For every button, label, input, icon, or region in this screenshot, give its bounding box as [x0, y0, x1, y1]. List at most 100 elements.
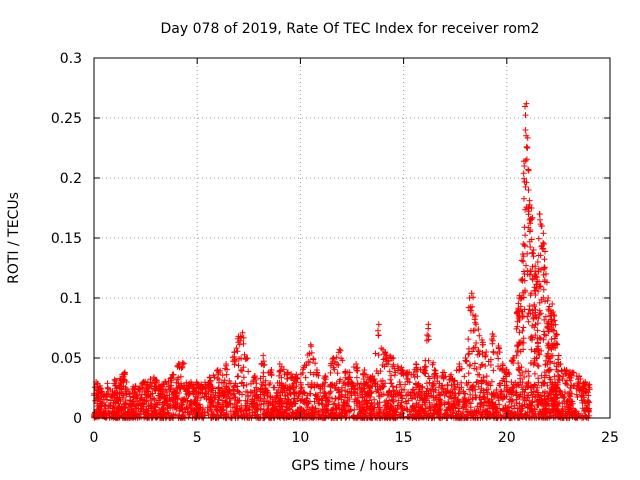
data-point	[449, 409, 456, 416]
data-point	[314, 382, 321, 389]
data-point	[565, 396, 572, 403]
data-point	[520, 289, 527, 296]
data-point	[488, 378, 495, 385]
data-point	[543, 271, 549, 277]
data-point	[521, 277, 528, 284]
data-point	[396, 379, 403, 385]
data-point	[219, 397, 226, 404]
data-point	[465, 351, 472, 358]
data-point	[509, 388, 516, 395]
data-point	[532, 287, 539, 294]
data-point	[516, 394, 523, 400]
data-point	[531, 301, 538, 308]
data-point	[456, 405, 463, 412]
data-point	[514, 392, 521, 399]
data-point	[535, 350, 542, 357]
data-point	[390, 398, 397, 405]
data-point	[524, 392, 530, 399]
data-point	[356, 399, 363, 406]
data-point	[261, 392, 268, 399]
data-point	[515, 306, 522, 313]
data-point	[519, 405, 526, 412]
data-point	[422, 367, 429, 374]
data-point	[473, 340, 480, 346]
data-point	[238, 334, 245, 341]
data-point	[440, 375, 447, 382]
data-point	[120, 392, 127, 399]
data-point	[161, 399, 168, 406]
data-point	[292, 374, 299, 381]
data-point	[532, 321, 539, 328]
data-point	[479, 339, 486, 346]
data-point	[468, 290, 475, 297]
data-point	[333, 380, 340, 387]
data-point	[321, 375, 328, 382]
data-point	[524, 384, 531, 391]
data-point	[227, 414, 234, 421]
data-point	[102, 393, 109, 400]
data-point	[264, 398, 271, 405]
data-point	[244, 405, 251, 412]
data-point	[226, 395, 233, 402]
data-point	[259, 388, 266, 395]
data-point	[290, 413, 297, 420]
data-point	[208, 407, 215, 414]
data-point	[260, 400, 267, 407]
data-point	[203, 393, 210, 400]
data-point	[526, 401, 533, 408]
data-point	[554, 406, 561, 413]
data-point	[375, 389, 382, 396]
data-point	[488, 336, 495, 343]
data-point	[531, 357, 538, 364]
data-point	[490, 349, 497, 356]
data-point	[506, 407, 513, 414]
data-point	[375, 321, 382, 328]
data-point	[230, 386, 236, 393]
data-point	[300, 407, 307, 414]
data-point	[214, 412, 221, 419]
data-point	[566, 392, 573, 399]
data-point	[534, 397, 541, 404]
data-point	[387, 402, 394, 409]
data-point	[524, 145, 531, 151]
data-point	[359, 401, 366, 407]
data-point	[398, 399, 405, 406]
data-point	[342, 368, 349, 375]
data-point	[220, 393, 227, 400]
data-point	[425, 333, 432, 340]
data-point	[462, 398, 469, 405]
data-point	[549, 381, 556, 388]
data-point	[480, 402, 487, 409]
data-point	[478, 411, 485, 418]
data-point	[285, 414, 292, 421]
data-point	[425, 357, 432, 364]
x-tick-label: 0	[90, 430, 99, 446]
data-point	[330, 364, 337, 371]
data-point	[529, 276, 536, 283]
data-point	[236, 355, 242, 362]
data-point	[522, 183, 529, 190]
data-point	[475, 326, 482, 333]
data-point	[210, 402, 217, 409]
data-point	[281, 398, 288, 404]
data-point	[355, 394, 361, 401]
data-point	[550, 384, 556, 391]
data-point	[354, 413, 361, 420]
data-point	[178, 365, 185, 372]
data-point	[525, 310, 532, 317]
data-point	[313, 395, 320, 402]
data-point	[541, 256, 548, 263]
data-point	[497, 389, 504, 395]
data-point	[463, 358, 470, 365]
data-point	[180, 360, 187, 367]
data-point	[536, 311, 543, 318]
data-point	[332, 384, 339, 391]
data-point	[475, 348, 482, 355]
data-point	[527, 215, 534, 222]
data-point	[462, 390, 469, 397]
data-point	[469, 303, 476, 310]
data-point	[474, 378, 481, 385]
data-point	[523, 144, 530, 151]
data-point	[313, 408, 320, 415]
data-point	[570, 410, 577, 416]
